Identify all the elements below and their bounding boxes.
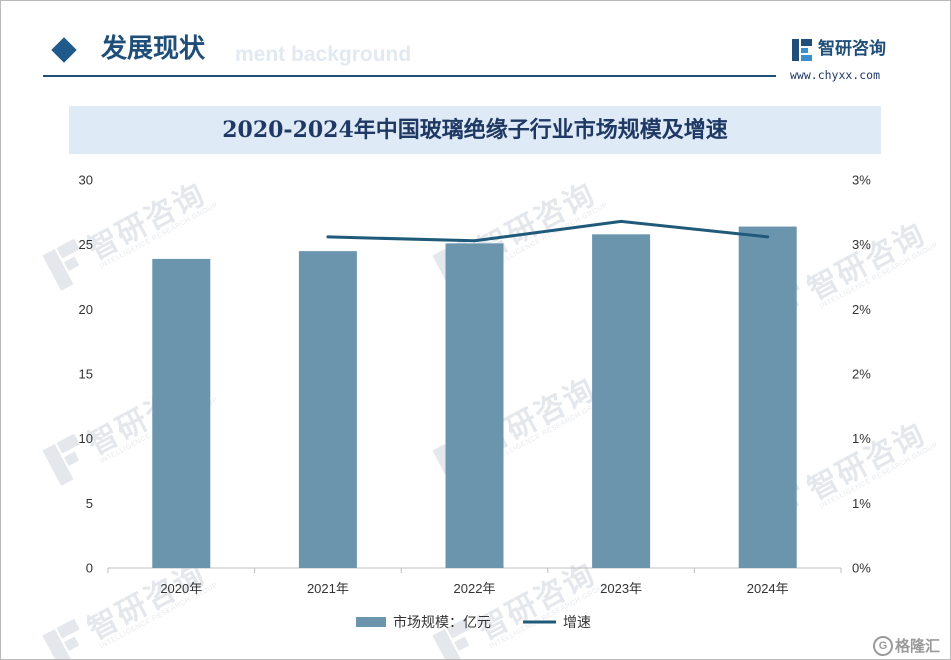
y-right-tick-label: 1% — [852, 431, 871, 446]
legend-line-label: 增速 — [563, 614, 591, 630]
gelonghui-logo-icon: G — [873, 635, 893, 656]
growth-point-2022年 — [473, 239, 476, 243]
x-tick-label: 2023年 — [600, 581, 642, 596]
y-right-tick-label: 1% — [852, 496, 871, 511]
growth-point-2023年 — [619, 219, 623, 223]
y-right-tick-label: 0% — [852, 561, 871, 576]
x-tick-label: 2020年 — [160, 581, 202, 596]
growth-series-line — [327, 219, 768, 243]
x-tick-label: 2021年 — [307, 581, 349, 596]
y-left-tick-label: 30 — [79, 173, 93, 188]
header-divider — [43, 75, 776, 77]
legend: 市场规模：亿元 增速 — [356, 614, 591, 630]
x-tick-label: 2024年 — [747, 581, 789, 596]
header-ghost-text: ment background — [235, 43, 412, 66]
bar-2023年 — [592, 234, 651, 568]
y-left-tick-label: 0 — [86, 561, 93, 576]
growth-point-2021年 — [326, 235, 330, 239]
y-right-tick-label: 2% — [852, 367, 871, 382]
growth-point-2024年 — [766, 235, 770, 239]
bar-2021年 — [298, 251, 357, 568]
x-tick-label: 2022年 — [454, 581, 496, 596]
legend-bar-swatch — [356, 617, 386, 627]
chart-title: 2020-2024年中国玻璃绝缘子行业市场规模及增速 — [222, 117, 728, 143]
y-right-tick-label: 2% — [852, 302, 871, 317]
y-left-tick-label: 10 — [79, 431, 93, 446]
y-right-tick-label: 3% — [852, 173, 871, 188]
y-left-tick-label: 15 — [79, 367, 93, 382]
bar-2020年 — [152, 258, 211, 568]
legend-bar-label: 市场规模：亿元 — [393, 614, 491, 630]
page-title: 发展现状 — [101, 34, 206, 64]
y-left-tick-label: 20 — [79, 302, 93, 317]
brand-name: 智研咨询 — [818, 39, 886, 59]
brand-url: www.chyxx.com — [790, 68, 881, 82]
bar-2024年 — [738, 226, 797, 568]
chart-title-banner: 2020-2024年中国玻璃绝缘子行业市场规模及增速 — [69, 106, 881, 154]
y-left-tick-label: 25 — [79, 237, 93, 252]
y-right-tick-label: 3% — [852, 237, 871, 252]
chyxx-logo-icon — [792, 39, 812, 61]
bar-series — [152, 226, 797, 568]
line-series — [326, 219, 770, 243]
gelonghui-logo-text: 格隆汇 — [895, 637, 941, 655]
bar-2022年 — [445, 243, 504, 568]
gelonghui-logo: G 格隆汇 — [873, 635, 940, 657]
y-left-tick-label: 5 — [86, 496, 93, 511]
